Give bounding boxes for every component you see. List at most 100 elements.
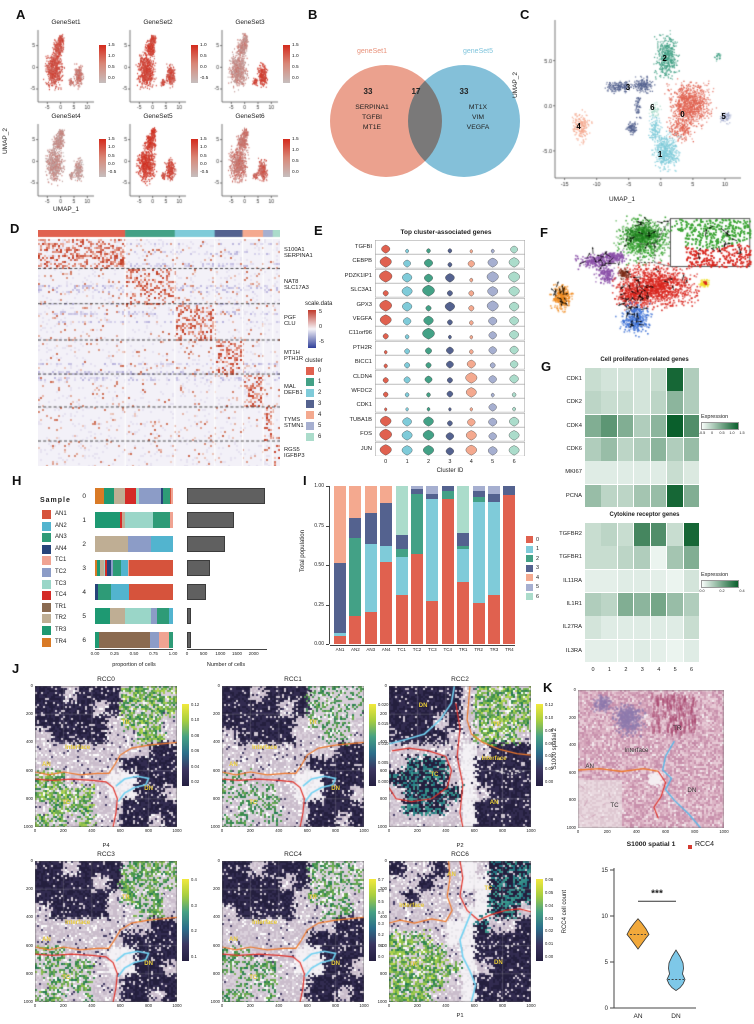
h-prop-segment (150, 632, 159, 648)
h-count-bar (187, 560, 211, 576)
k-ytick: 0 (573, 687, 576, 692)
h-sample-label: AN3 (55, 534, 67, 541)
d-gene-labels: PGF CLU (284, 315, 296, 328)
j-colorbar-tick: 0.1 (378, 943, 384, 948)
g-heat-cell (617, 546, 634, 569)
j-colorbar-tick: 0.12 (545, 702, 554, 707)
e-violin (511, 392, 517, 398)
j-xtick: 800 (332, 828, 340, 833)
j-colorbar-tick: 0.6 (378, 888, 384, 893)
g-xtick: 0 (591, 667, 595, 673)
j-map-canvas (389, 686, 531, 827)
e-cluster-id: 0 (384, 459, 388, 465)
e-violin (404, 348, 410, 355)
j-ytick: 400 (26, 914, 33, 920)
g-heat-cell (617, 461, 634, 484)
a-colorbar-tick: -0.5 (200, 76, 209, 81)
d-cluster-swatch (306, 389, 314, 397)
i-bar-segment (349, 486, 362, 518)
i-xaxis-line (330, 645, 515, 646)
j-xtick: 1000 (359, 1003, 369, 1008)
g-xtick: 5 (673, 667, 677, 673)
e-violin (424, 375, 433, 384)
gene-label: PGF (284, 314, 296, 321)
g-heat-cell (667, 546, 683, 569)
k-xtick: 1000 (719, 829, 729, 834)
h-prop-segment (95, 512, 120, 528)
i-bar-segment (488, 595, 500, 644)
i-bar-segment (364, 612, 377, 644)
e-violin (379, 429, 392, 441)
k-violin-text: 5 (605, 960, 609, 966)
e-violin-row (375, 355, 525, 370)
i-bar-segment (349, 517, 362, 539)
e-gene-label: PTH2R (352, 344, 372, 351)
c-cluster-label: 0 (680, 109, 685, 119)
venn-diagram (330, 65, 520, 177)
j-colorbar (536, 704, 543, 786)
e-violin (488, 432, 497, 441)
g-heat-cell (634, 484, 650, 508)
e-violin (469, 349, 474, 355)
g-gene-label: PCNA (565, 492, 582, 499)
g-legend-tick: 0.2 (719, 589, 725, 593)
e-violin (468, 304, 475, 312)
j-ytick: 200 (26, 711, 33, 717)
e-violin (426, 248, 431, 254)
h-prop-segment (158, 632, 170, 648)
h-sample-swatch (42, 637, 51, 647)
e-violin (379, 443, 392, 456)
i-bar-segment (411, 553, 423, 644)
a-xaxis-label: UMAP_1 (52, 206, 79, 213)
h-prop-segment (110, 560, 113, 576)
j-xtick: 0 (387, 1003, 391, 1008)
j-colorbar-tick: 0.02 (545, 766, 554, 772)
g-heat-cell (601, 368, 618, 391)
i-bar-segment (380, 486, 393, 504)
e-violin-row (375, 312, 525, 327)
j-ytick: 0 (384, 858, 387, 863)
k-xtick: 200 (603, 829, 611, 834)
h-count-bar (187, 632, 191, 648)
a-colorbar-tick: 0.0 (292, 170, 299, 175)
a-colorbar-tick: 1.0 (292, 148, 299, 153)
e-gene-label: SLC3A1 (350, 287, 372, 294)
j-colorbar-tick: 0.00 (545, 954, 554, 959)
j-colorbar-tick: 0.00 (545, 779, 554, 784)
d-cluster-swatch (306, 367, 314, 375)
i-bar-segment (380, 503, 393, 547)
i-bar-segment (457, 486, 470, 534)
e-violin-row (375, 297, 525, 312)
e-violin (402, 301, 413, 312)
k-violin-plot: 0 5 10 15 AN DN *** (601, 868, 696, 1020)
h-prop-segment (95, 488, 105, 504)
i-bar-segment (441, 490, 454, 499)
i-legend-swatch (526, 583, 533, 591)
g-heat-cell (634, 616, 650, 639)
g-heat-cell (617, 592, 634, 616)
e-violin (422, 285, 435, 297)
h-prop-segment (120, 560, 128, 576)
e-row-box (375, 398, 525, 413)
e-violin (425, 347, 432, 355)
a-colorbar-tick: 1.0 (108, 54, 115, 59)
h-prop-segment (112, 560, 121, 576)
e-violin (465, 444, 477, 456)
i-bar-segment (334, 632, 346, 637)
i-legend-label: 5 (536, 584, 540, 590)
e-cluster-id: 2 (426, 459, 431, 465)
j-ytick: 200 (213, 711, 220, 717)
j-colorbar (536, 879, 543, 961)
j-xtick: 400 (275, 828, 283, 833)
g-heat-cell (650, 639, 667, 663)
j-xtick: 600 (116, 828, 124, 833)
k-violin-text: 10 (601, 914, 608, 920)
g-gene-label: CDK6 (566, 445, 582, 452)
h-count-bar (187, 608, 192, 624)
a-colorbar (283, 139, 290, 177)
j-xtick: 800 (332, 1003, 340, 1008)
j-region-label: Interface (65, 920, 91, 927)
j-map-title: RCC4 (284, 851, 302, 858)
g-heat-cell (617, 616, 634, 639)
j-xtick: 0 (220, 828, 224, 833)
